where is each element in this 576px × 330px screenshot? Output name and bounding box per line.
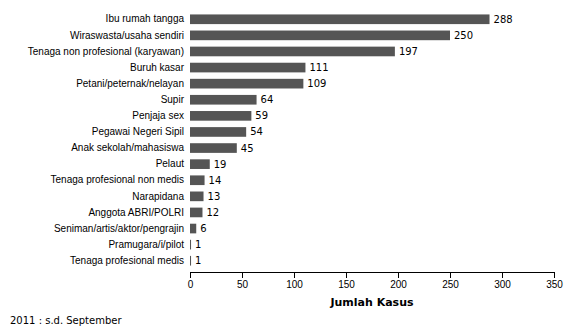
x-tick: 250 <box>442 272 459 290</box>
x-tick: 50 <box>237 272 249 290</box>
data-label: 19 <box>214 159 227 170</box>
x-tick: 0 <box>188 272 194 290</box>
y-tick-label: Seniman/artis/aktor/pengrajin <box>54 223 184 234</box>
data-label: 1 <box>195 239 201 250</box>
bar <box>190 79 303 89</box>
data-label: 1 <box>195 255 201 266</box>
data-label: 45 <box>241 143 254 154</box>
y-tick-label: Petani/peternak/nelayan <box>76 78 184 89</box>
x-tick-label: 50 <box>237 279 249 290</box>
x-tick-mark <box>294 272 295 278</box>
y-tick: Pramugara/i/pilot <box>108 239 184 250</box>
y-tick-label: Supir <box>161 94 185 105</box>
data-label: 6 <box>200 223 206 234</box>
y-tick: Supir <box>161 94 185 105</box>
bar <box>190 240 191 250</box>
x-tick-mark <box>450 272 451 278</box>
x-tick-label: 100 <box>286 279 303 290</box>
x-tick: 300 <box>494 272 511 290</box>
y-tick: Anggota ABRI/POLRI <box>88 207 184 218</box>
y-tick: Wiraswasta/usaha sendiri <box>70 30 184 41</box>
y-tick-label: Narapidana <box>132 191 184 202</box>
x-tick-label: 250 <box>442 279 459 290</box>
plot: 1 1 612 13 14 19 45 54 59 64 109 111 197 250 288 0 50 100… <box>28 13 563 290</box>
bar <box>190 111 251 121</box>
data-label: 197 <box>399 46 418 57</box>
x-tick-mark <box>554 272 555 278</box>
y-tick: Tenaga profesional medis <box>70 255 184 266</box>
x-tick-mark <box>346 272 347 278</box>
footnote: 2011 : s.d. September <box>10 315 122 326</box>
data-label: 64 <box>261 94 274 105</box>
y-tick: Seniman/artis/aktor/pengrajin <box>54 223 184 234</box>
y-tick-label: Pelaut <box>156 158 185 169</box>
bar <box>190 208 202 218</box>
y-tick: Pelaut <box>156 158 185 169</box>
y-tick: Anak sekolah/mahasiswa <box>71 142 184 153</box>
chart: 1 1 612 13 14 19 45 54 59 64 109 111 197 250 288 0 50 100… <box>0 0 576 330</box>
x-tick-label: 0 <box>188 279 194 290</box>
bar <box>190 159 210 169</box>
data-label: 109 <box>307 78 326 89</box>
data-label: 13 <box>208 191 221 202</box>
bar <box>190 31 450 41</box>
bar <box>190 95 257 105</box>
data-label: 111 <box>309 62 328 73</box>
bar <box>190 47 395 57</box>
y-tick-label: Ibu rumah tangga <box>106 13 185 24</box>
y-tick-label: Penjaja sex <box>132 110 184 121</box>
y-tick-label: Anggota ABRI/POLRI <box>88 207 184 218</box>
data-label: 14 <box>209 175 222 186</box>
y-tick: Tenaga profesional non medis <box>51 174 184 185</box>
bar <box>190 14 490 24</box>
y-tick-label: Pegawai Negeri Sipil <box>92 126 184 137</box>
x-tick-mark <box>398 272 399 278</box>
x-axis-title: Jumlah Kasus <box>329 296 414 309</box>
x-tick: 200 <box>390 272 407 290</box>
y-tick-label: Tenaga non profesional (karyawan) <box>28 46 184 57</box>
x-axis-line <box>191 273 555 279</box>
y-tick: Penjaja sex <box>132 110 184 121</box>
y-tick-label: Wiraswasta/usaha sendiri <box>70 30 184 41</box>
x-tick-label: 150 <box>338 279 355 290</box>
x-tick: 150 <box>338 272 355 290</box>
bar <box>190 224 196 234</box>
y-tick: Ibu rumah tangga <box>106 13 185 24</box>
y-tick: Pegawai Negeri Sipil <box>92 126 184 137</box>
y-tick: Petani/peternak/nelayan <box>76 78 184 89</box>
data-label: 288 <box>494 14 513 25</box>
y-tick: Tenaga non profesional (karyawan) <box>28 46 184 57</box>
bars <box>190 14 490 265</box>
x-tick-label: 350 <box>546 279 563 290</box>
data-label: 59 <box>255 110 268 121</box>
bar <box>190 127 246 137</box>
bar <box>190 192 204 202</box>
y-tick-label: Tenaga profesional non medis <box>51 174 184 185</box>
y-tick-label: Buruh kasar <box>130 62 185 73</box>
y-tick: Narapidana <box>132 191 184 202</box>
bar <box>190 256 191 266</box>
bar <box>190 63 305 73</box>
x-tick-mark <box>502 272 503 278</box>
x-axis: 0 50 100 150 200 250 300 350 <box>188 272 564 290</box>
x-tick: 100 <box>286 272 303 290</box>
data-label: 250 <box>454 30 473 41</box>
y-tick-label: Pramugara/i/pilot <box>108 239 184 250</box>
data-label: 12 <box>206 207 219 218</box>
bar <box>190 143 237 153</box>
y-tick: Buruh kasar <box>130 62 185 73</box>
bar <box>190 175 205 185</box>
x-tick-mark <box>190 272 191 278</box>
y-axis: Tenaga profesional medis Pramugara/i/pilo… <box>28 13 185 265</box>
data-label: 54 <box>250 126 263 137</box>
x-tick: 350 <box>546 272 563 290</box>
y-tick-label: Anak sekolah/mahasiswa <box>71 142 184 153</box>
x-tick-mark <box>242 272 243 278</box>
x-tick-label: 200 <box>390 279 407 290</box>
y-tick-label: Tenaga profesional medis <box>70 255 184 266</box>
data-labels: 1 1 612 13 14 19 45 54 59 64 109 111 197 250 288 <box>195 14 513 266</box>
x-tick-label: 300 <box>494 279 511 290</box>
